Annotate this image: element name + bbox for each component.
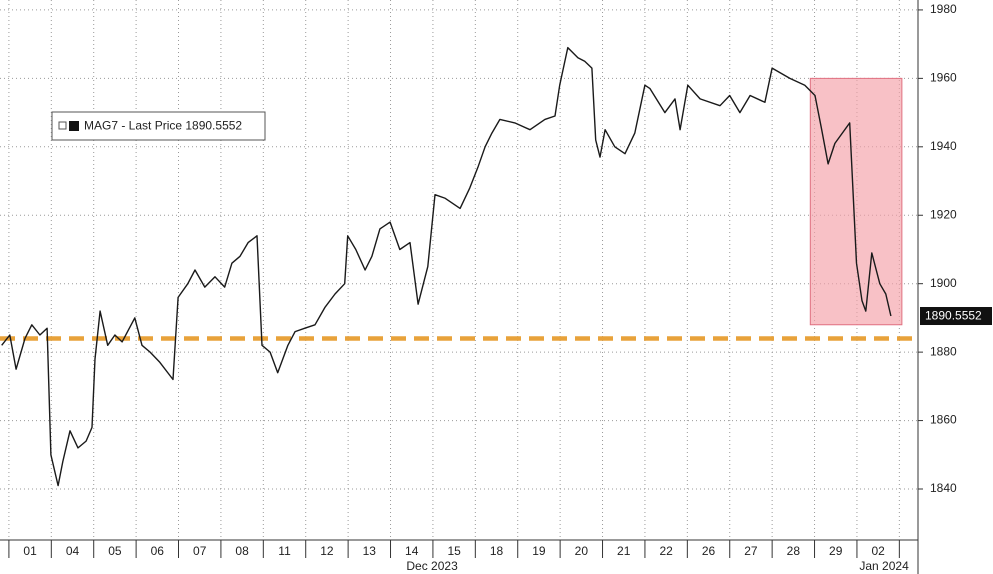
y-tick-label: 1960 — [930, 71, 957, 85]
legend-box — [51, 111, 266, 141]
y-tick-label: 1900 — [930, 276, 957, 290]
x-tick-label: 05 — [108, 544, 122, 558]
x-tick-label: 13 — [363, 544, 377, 558]
highlight-box — [809, 77, 903, 326]
x-tick-label: 15 — [447, 544, 461, 558]
legend: MAG7 - Last Price 1890.5552 — [51, 111, 266, 141]
x-tick-label: 29 — [829, 544, 843, 558]
y-tick-label: 1940 — [930, 139, 957, 153]
x-tick-label: 19 — [532, 544, 546, 558]
x-tick-label: 28 — [787, 544, 801, 558]
x-tick-label: 12 — [320, 544, 334, 558]
x-tick-label: 14 — [405, 544, 419, 558]
x-tick-label: 20 — [575, 544, 589, 558]
last-price-tag — [920, 307, 992, 326]
y-tick-label: 1860 — [930, 413, 957, 427]
last-price-label: 1890.5552 — [925, 309, 982, 323]
legend-swatch — [69, 121, 79, 131]
x-tick-label: 26 — [702, 544, 716, 558]
x-tick-label: 06 — [151, 544, 165, 558]
x-tick-label: 01 — [23, 544, 37, 558]
period-label: Dec 2023 — [406, 559, 458, 573]
y-tick-label: 1980 — [930, 2, 957, 16]
x-tick-label: 18 — [490, 544, 504, 558]
x-tick-label: 04 — [66, 544, 80, 558]
legend-label: MAG7 - Last Price 1890.5552 — [84, 119, 242, 133]
x-tick-label: 08 — [235, 544, 249, 558]
y-tick-label: 1840 — [930, 481, 957, 495]
x-tick-label: 27 — [744, 544, 758, 558]
price-line — [1, 46, 892, 487]
plot-area — [0, 0, 918, 540]
x-tick-label: 07 — [193, 544, 207, 558]
x-tick-label: 22 — [659, 544, 673, 558]
legend-toggle — [58, 121, 67, 130]
y-tick-label: 1920 — [930, 207, 957, 221]
y-tick-label: 1880 — [930, 344, 957, 358]
x-tick-label: 02 — [871, 544, 885, 558]
x-tick-label: 11 — [278, 544, 291, 558]
period-label: Jan 2024 — [859, 559, 909, 573]
x-tick-label: 21 — [617, 544, 631, 558]
